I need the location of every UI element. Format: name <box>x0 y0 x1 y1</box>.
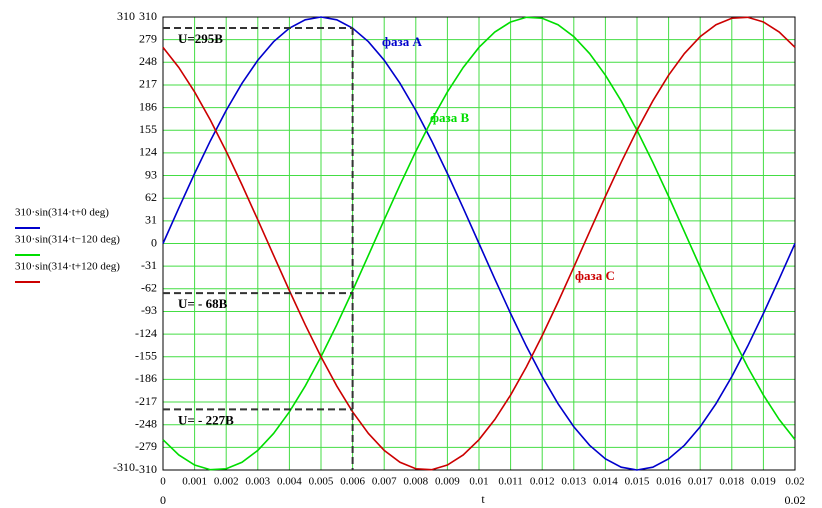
x-tick-label: 0.006 <box>340 476 365 488</box>
y-tick-label: -186 <box>135 371 157 385</box>
series-line <box>162 16 796 471</box>
annotation: фаза A <box>382 34 422 49</box>
marker-label: U= - 68B <box>178 296 228 311</box>
y-tick-label: 155 <box>139 122 157 136</box>
x-tick-label: 0.01 <box>469 476 488 488</box>
x-tick-label: 0.008 <box>403 476 428 488</box>
x-tick-label: 0.017 <box>688 476 713 488</box>
x-tick-label: 0.013 <box>561 476 586 488</box>
x-tick-label: 0.003 <box>245 476 270 488</box>
y-tick-label: 124 <box>139 145 157 159</box>
y-tick-label: 62 <box>145 190 157 204</box>
y-tick-label: -93 <box>141 303 157 317</box>
x-tick-label: 0.005 <box>309 476 334 488</box>
annotation: фаза C <box>575 268 615 283</box>
x-tick-label: 0.004 <box>277 476 302 488</box>
x-axis-label: t <box>481 492 485 506</box>
y-tick-label: -124 <box>135 326 157 340</box>
x-tick-label: 0.02 <box>785 476 804 488</box>
marker-label: U=295B <box>178 31 223 46</box>
y-tick-label: -279 <box>135 439 157 453</box>
legend-label: 310·sin(314·t−120 deg) <box>15 234 120 246</box>
y-tick-label: -31 <box>141 258 157 272</box>
y-tick-label: -62 <box>141 281 157 295</box>
y-tick-label: -310 <box>135 462 157 476</box>
x-tick-label: 0.009 <box>435 476 460 488</box>
x-tick-label: 0.007 <box>372 476 397 488</box>
y-tick-label: -217 <box>135 394 157 408</box>
x-tick-label: 0.011 <box>498 476 522 488</box>
x-tick-label: 0.002 <box>214 476 239 488</box>
y-tick-label: 217 <box>139 77 157 91</box>
y-tick-label: 186 <box>139 99 157 113</box>
x-tick-label: 0.019 <box>751 476 776 488</box>
x-tick-label: 0.012 <box>530 476 555 488</box>
legend-label: 310·sin(314·t+120 deg) <box>15 261 120 273</box>
x-tick-label: 0.014 <box>593 476 618 488</box>
y-tick-label: 310 <box>139 9 157 23</box>
y-tick-label: 0 <box>151 235 157 249</box>
y-tick-label: -155 <box>135 349 157 363</box>
annotation: фаза B <box>430 110 469 125</box>
y-tick-label: -248 <box>135 416 157 430</box>
series-line <box>162 16 796 471</box>
x-tick-label: 0.015 <box>625 476 650 488</box>
y-tick-label: 279 <box>139 31 157 45</box>
y-limit-label: 310 <box>117 9 135 23</box>
x-tick-label: 0.001 <box>182 476 207 488</box>
series-line <box>162 16 796 471</box>
y-tick-label: 93 <box>145 167 157 181</box>
x-limit-label: 0.02 <box>785 493 806 507</box>
x-limit-label: 0 <box>160 493 166 507</box>
y-tick-label: 31 <box>145 213 157 227</box>
x-tick-label: 0 <box>160 476 166 488</box>
x-tick-label: 0.016 <box>656 476 681 488</box>
x-tick-label: 0.018 <box>719 476 744 488</box>
marker-label: U= - 227B <box>178 412 234 427</box>
legend-label: 310·sin(314·t+0 deg) <box>15 207 109 219</box>
y-limit-label: -310 <box>113 460 135 474</box>
y-tick-label: 248 <box>139 54 157 68</box>
